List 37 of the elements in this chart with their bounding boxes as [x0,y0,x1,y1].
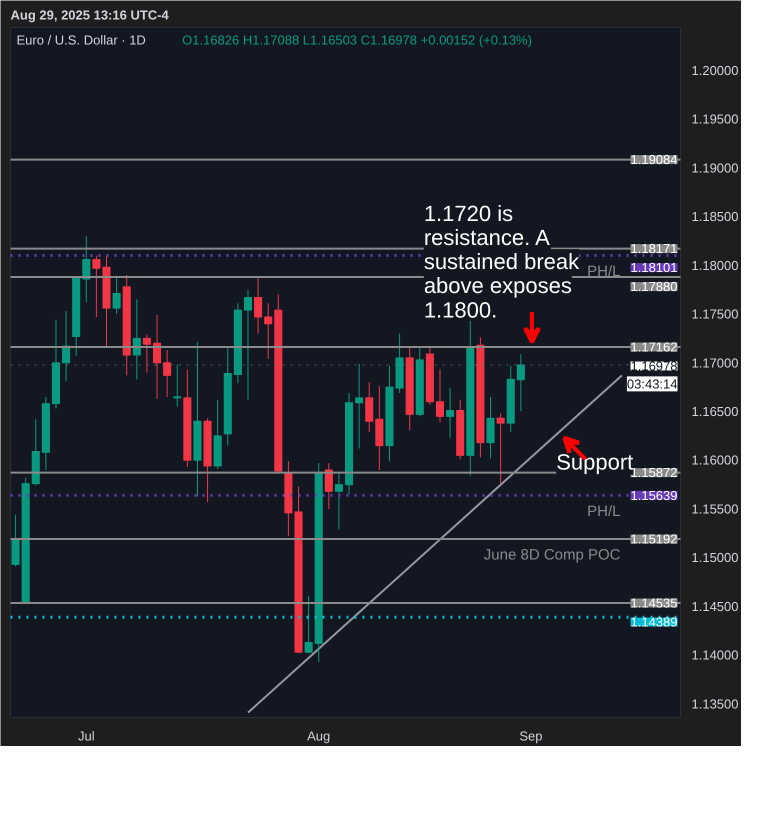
annotation: Support [556,450,634,475]
y-tick-label: 1.14500 [692,598,738,614]
annotation: 03:43:14 [626,376,678,392]
annotation: 1.18101 [630,260,678,276]
y-tick-label: 1.18000 [692,258,738,273]
y-tick-label: 1.16500 [692,404,738,419]
annotation: 1.17880 [630,279,678,294]
annotation: 1.17162 [630,339,678,354]
annotation: 1.15872 [630,465,678,480]
ref-line-label: PH/L [587,502,621,520]
ref-line-label: June 8D Comp POC [484,546,621,564]
annotation: 1.1720 is resistance. A sustained break above exposes 1.1800. [424,201,580,323]
annotation: 1.14535 [630,595,678,610]
y-tick-label: 1.18500 [692,209,738,224]
annotation: 1.16978 [630,358,678,374]
annotation: 1.15192 [630,531,678,546]
annotation: 1.18171 [630,241,678,256]
y-tick-label: 1.13500 [692,696,738,712]
chart-title: Euro / U.S. Dollar · 1D [16,32,146,48]
annotation: 1.14389 [630,614,678,630]
text: Aug 29, 2025 13:16 UTC-4 [10,8,170,22]
y-tick-label: 1.17500 [692,306,738,322]
y-tick-label: 1.19500 [692,112,738,127]
y-tick-label: 1.17000 [692,355,738,370]
y-tick-label: 1.14000 [692,648,738,663]
x-tick-label: Aug [307,728,330,744]
x-tick-label: Jul [78,728,95,744]
y-tick-label: 1.19000 [692,160,738,176]
y-tick-label: 1.15000 [692,550,738,566]
chart-subtitle: O1.16826 H1.17088 L1.16503 C1.16978 +0.00152 (+0.13%) [182,32,532,48]
y-tick-label: 1.15500 [692,501,738,516]
legend-label: PH/L [587,262,621,280]
y-tick-label: 1.20000 [692,62,738,78]
annotation: 1.15639 [630,488,678,503]
y-tick-label: 1.16000 [692,452,738,468]
annotation: 1.19084 [630,152,678,168]
x-tick-label: Sep [519,728,543,744]
